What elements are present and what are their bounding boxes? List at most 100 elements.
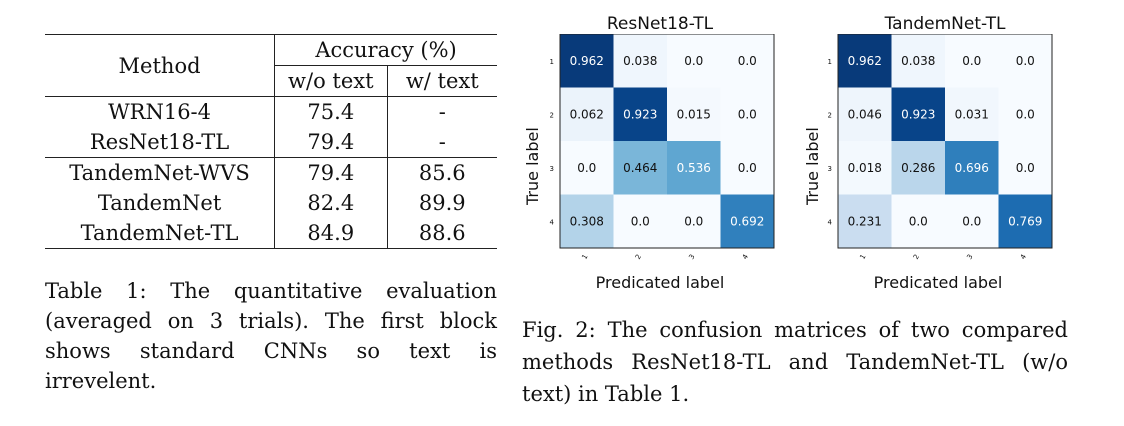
cm1-cell-r4-c3	[667, 194, 721, 248]
cm2-ytick-label: 3	[828, 165, 832, 173]
cm1-heatmap: 0.962 0.038 0.0 0.0 0.062 0.923 0.015 0.0 0.0 0.4…	[550, 34, 775, 261]
cm2-cell-r4-c3	[945, 194, 999, 248]
cm1-cell-label: 0.0	[738, 161, 757, 175]
figure-caption: Fig. 2: The confusion matrices of two co…	[522, 318, 1068, 406]
cm1-cell-label: 0.015	[677, 107, 711, 121]
cm2-heatmap: 0.962 0.038 0.0 0.00.046 0.923 0.031 0.00.018 0…	[828, 34, 1053, 261]
row-wo: 84.9	[274, 218, 388, 249]
results-table: Method Accuracy (%) w/o text w/ text WRN…	[45, 34, 497, 249]
cm2-cell-r3-c1	[838, 141, 892, 195]
cm2-cell-r2-c1	[838, 87, 892, 141]
row-wo: 75.4	[274, 96, 388, 127]
cm1-cell-r1-c4	[720, 34, 774, 88]
header-accuracy: Accuracy (%)	[274, 34, 497, 66]
cm2-cell-r1-c3	[945, 34, 999, 88]
table-header-row: Method Accuracy (%)	[45, 34, 497, 97]
cm2-cell-label: 0.0	[1016, 107, 1035, 121]
cm1-title: ResNet18-TL	[606, 14, 714, 34]
cm2-cell-label: 0.769	[1008, 214, 1042, 228]
table-subheader-row: w/o text w/ text	[45, 65, 497, 97]
cm1-ytick-label: 1	[550, 58, 554, 66]
cm2-cell-label: 0.696	[955, 161, 989, 175]
cm1-cell-r2-c2	[613, 87, 667, 141]
cm2-cell-label: 0.286	[901, 161, 935, 175]
table-caption: Table 1: The quantitative evaluation (av…	[45, 279, 497, 393]
header-method: Method	[45, 34, 276, 97]
cm2-cell-label: 0.923	[901, 107, 935, 121]
cm2-xtick-label: 3	[965, 253, 974, 261]
row-method: TandemNet-TL	[45, 218, 276, 249]
cm2-cell-r1-c1	[838, 34, 892, 88]
table-row: TandemNet-WVS 79.4 85.6	[45, 157, 497, 188]
cm2-cell-r3-c3	[945, 141, 999, 195]
cm1-cell-r4-c1	[560, 194, 614, 248]
cm2-cell-label: 0.0	[909, 214, 928, 228]
cm2-ytick-label: 2	[828, 111, 832, 119]
cm2-cell-label: 0.231	[848, 214, 882, 228]
cm1-xtick-label: 1	[580, 253, 589, 261]
row-w: -	[438, 130, 446, 154]
cm1-cell-label: 0.0	[577, 161, 596, 175]
cm2-title: TandemNet-TL	[884, 14, 1006, 34]
cm2-cell-label: 0.962	[848, 54, 882, 68]
cm2-frame	[837, 34, 1053, 249]
cm1-cell-label: 0.923	[623, 107, 657, 121]
cm2-cell-label: 0.0	[962, 54, 981, 68]
cm2-xtick-label: 2	[912, 253, 921, 261]
cm2-cell-label: 0.0	[1016, 54, 1035, 68]
cm1-cell-r2-c4	[720, 87, 774, 141]
table-row: TandemNet-TL 84.9 88.6	[45, 218, 497, 249]
cm1-cell-r3-c1	[560, 141, 614, 195]
row-method: TandemNet	[45, 188, 276, 218]
cm1-cell-label: 0.536	[677, 161, 711, 175]
row-method: ResNet18-TL	[45, 127, 276, 158]
cm1-ytick-label: 2	[550, 111, 554, 119]
cm2-cell-r3-c2	[891, 141, 945, 195]
table-row: WRN16-4 75.4 -	[45, 96, 497, 127]
cm1-cell-label: 0.062	[570, 107, 604, 121]
row-w: 88.6	[387, 218, 497, 249]
cm1-xtick-label: 3	[687, 253, 696, 261]
cm2-cell-r4-c1	[838, 194, 892, 248]
cm2-xtick-label: 1	[858, 253, 867, 261]
cm1-ytick-label: 4	[550, 218, 555, 226]
cm2-cell-label: 0.018	[848, 161, 882, 175]
cm1-cell-label: 0.038	[623, 54, 657, 68]
cm1-cell-r1-c2	[613, 34, 667, 88]
cm1-cell-label: 0.0	[684, 214, 703, 228]
cm2-cell-r1-c4	[998, 34, 1052, 88]
cm1-xtick-label: 4	[741, 253, 750, 261]
cm1-xtick-label: 2	[634, 253, 643, 261]
cm1-frame	[559, 34, 775, 249]
cm1-cell-label: 0.0	[684, 54, 703, 68]
cm1-xlabel: Predicated label	[595, 273, 725, 292]
cm2-cell-r4-c4	[998, 194, 1052, 248]
cm1-cell-label: 0.0	[738, 107, 757, 121]
cm1-ytick-label: 3	[550, 165, 554, 173]
row-method: TandemNet-WVS	[45, 157, 276, 188]
cm1-cell-label: 0.0	[738, 54, 757, 68]
cm1-cell-label: 0.464	[623, 161, 657, 175]
cm1-cell-r3-c4	[720, 141, 774, 195]
cm1-cell-label: 0.692	[730, 214, 764, 228]
cm1-cell-r3-c3	[667, 141, 721, 195]
cm2-xtick-label: 4	[1019, 253, 1028, 261]
cm1-cell-r2-c1	[560, 87, 614, 141]
cm2-cell-label: 0.031	[955, 107, 989, 121]
cm1-cell-r1-c3	[667, 34, 721, 88]
table-row: TandemNet 82.4 89.9	[45, 188, 497, 218]
row-wo: 82.4	[274, 188, 388, 218]
cm2-xlabel: Predicated label	[873, 273, 1003, 292]
row-method: WRN16-4	[45, 96, 276, 127]
cm2-cell-r1-c2	[891, 34, 945, 88]
cm1-cell-label: 0.0	[631, 214, 650, 228]
cm1-cell-r3-c2	[613, 141, 667, 195]
cm2-cell-r2-c2	[891, 87, 945, 141]
cm2-cell-r2-c3	[945, 87, 999, 141]
cm2-cell-label: 0.038	[901, 54, 935, 68]
row-wo: 79.4	[274, 127, 388, 158]
cm2-cell-label: 0.0	[1016, 161, 1035, 175]
cm1-cell-r2-c3	[667, 87, 721, 141]
cm2-cell-r3-c4	[998, 141, 1052, 195]
header-wo-text: w/o text	[274, 65, 388, 97]
